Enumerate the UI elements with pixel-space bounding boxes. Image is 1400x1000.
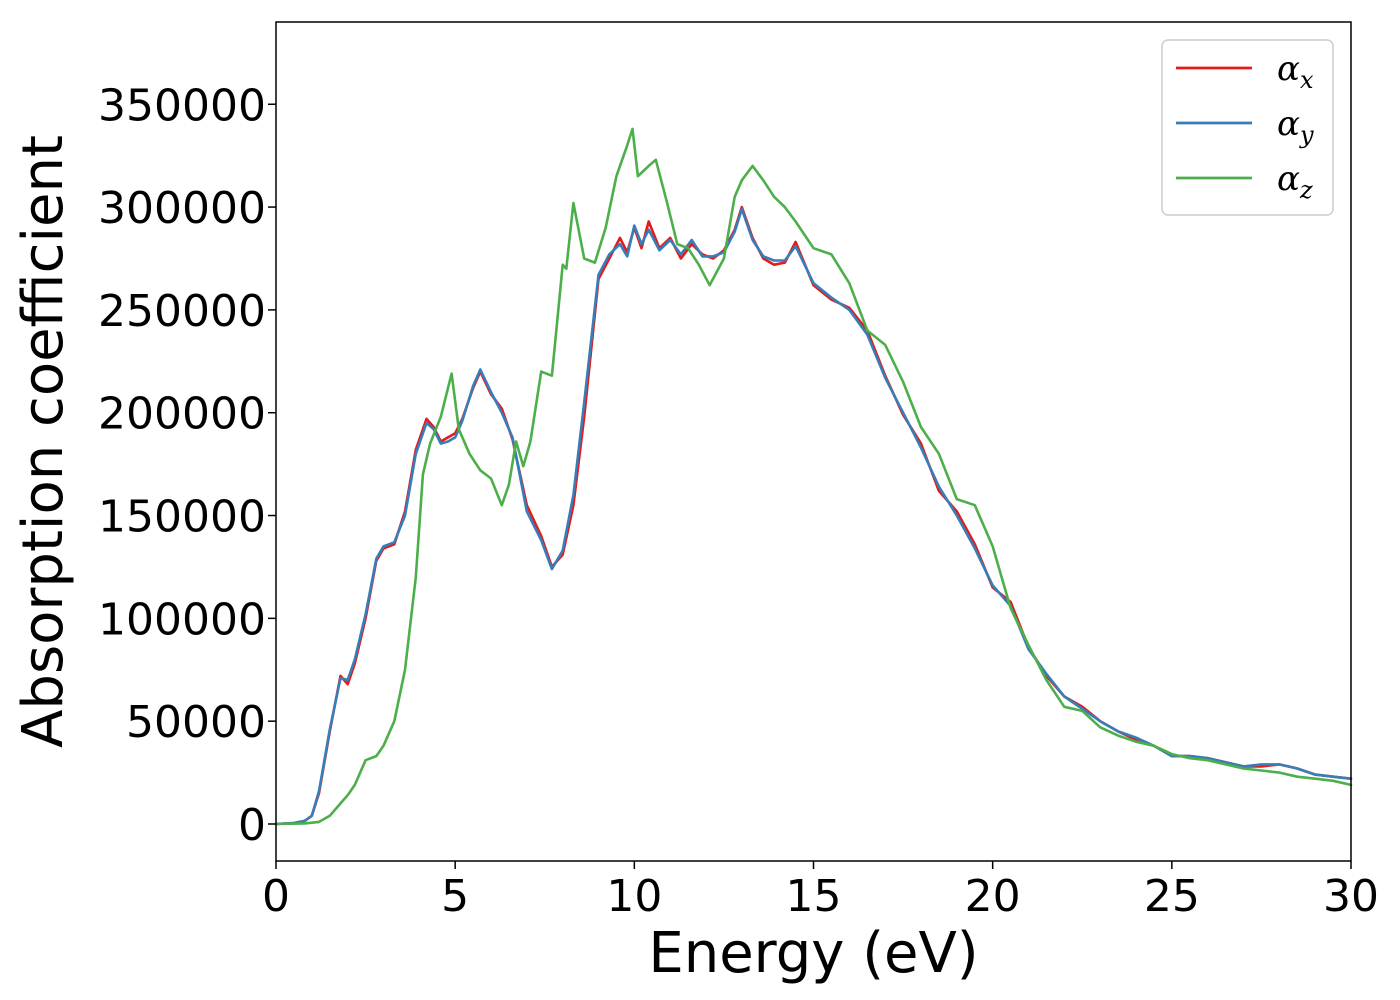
legend-label-y: αy	[1277, 104, 1314, 149]
legend-label-x: αx	[1277, 49, 1314, 94]
y-tick-label: 250000	[98, 286, 266, 337]
x-tick-label: 30	[1323, 871, 1379, 922]
x-tick-label: 25	[1144, 871, 1200, 922]
x-tick-label: 0	[262, 871, 290, 922]
y-tick-label: 200000	[98, 389, 266, 440]
y-tick-label: 100000	[98, 594, 266, 645]
y-axis-label: Absorption coefficient	[11, 135, 76, 748]
y-tick-label: 50000	[126, 697, 266, 748]
y-tick-label: 300000	[98, 183, 266, 234]
series-line-z	[274, 127, 1353, 826]
x-tick-label: 15	[786, 871, 842, 922]
legend-label-z: αz	[1277, 159, 1313, 204]
series-layer	[274, 127, 1353, 826]
x-tick-label: 10	[606, 871, 662, 922]
y-tick-label: 0	[238, 800, 266, 851]
legend-box	[1161, 39, 1334, 216]
x-tick-label: 5	[441, 871, 469, 922]
x-tick-label: 20	[965, 871, 1021, 922]
y-tick-label: 350000	[98, 80, 266, 131]
y-axis-ticks: 0 50000 100000 150000 200000 250000 300000 3500…	[98, 80, 276, 851]
x-axis-label: Energy (eV)	[648, 921, 978, 986]
legend: αx αy αz	[1161, 39, 1334, 216]
x-axis-ticks: 0 5 10 15 20 25 30	[262, 861, 1379, 922]
y-tick-label: 150000	[98, 492, 266, 543]
